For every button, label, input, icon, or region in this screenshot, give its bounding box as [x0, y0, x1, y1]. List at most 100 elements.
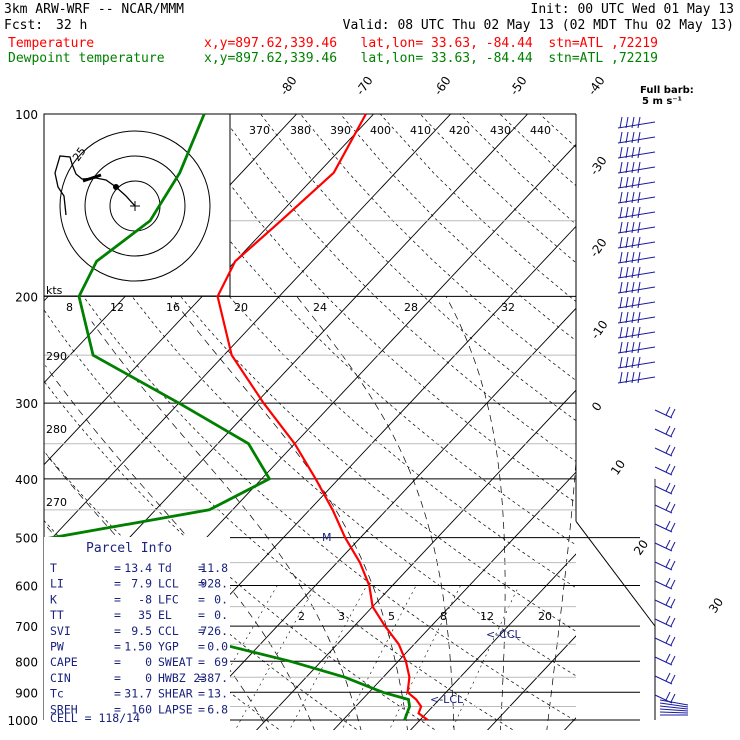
parcel-l2: HWBZ [158, 671, 186, 685]
parcel-v1: 160 [131, 702, 152, 716]
parcel-cell: CELL = 118/14 [50, 711, 140, 725]
parcel-l2: Td [158, 561, 172, 575]
wind-barb [654, 558, 676, 571]
init-time: Init: 00 UTC Wed 01 May 13 [530, 2, 735, 17]
parcel-v2: 726. [200, 624, 228, 638]
parcel-l2: CCL [158, 624, 179, 638]
parcel-equals: = [114, 702, 121, 716]
theta-label: 270 [46, 496, 67, 509]
pressure-label: 600 [15, 580, 38, 594]
isotherm-label: -40 [585, 74, 608, 98]
parcel-equals: = [114, 640, 121, 654]
dry-adiabat-line [100, 114, 576, 589]
mixing-ratio-top-label: 24 [313, 301, 327, 314]
wind-barb [654, 539, 676, 552]
hodograph: 25 kts [43, 113, 231, 297]
theta-label: 370 [249, 124, 270, 137]
wind-barb [617, 146, 656, 159]
mixing-ratio-line [289, 585, 367, 730]
parcel-l1: CIN [50, 671, 71, 685]
isotherm-label: 0 [589, 399, 605, 413]
parcel-v1: 35 [138, 608, 152, 622]
parcel-v1: 0 [145, 655, 152, 669]
parcel-v1: 0 [145, 671, 152, 685]
moist-adiabat-line [445, 296, 506, 730]
parcel-info-panel: Parcel Info T = 13.4 Td =11.8LI = 7.9 LCL =928.K… [44, 537, 230, 730]
parcel-equals: = [114, 671, 121, 685]
parcel-equals: = [114, 687, 121, 701]
wind-barb [617, 251, 656, 264]
theta-label: 380 [290, 124, 311, 137]
moist-adiabat-line [546, 456, 576, 730]
dry-adiabat-line [300, 114, 576, 381]
wind-barb [654, 463, 676, 476]
mixing-ratio-bottom-label: 20 [538, 610, 552, 623]
dry-adiabat-line [44, 450, 359, 730]
dry-adiabat-line [539, 114, 576, 148]
mixing-ratio-bottom-label: 8 [440, 610, 447, 623]
wind-barb [654, 615, 676, 628]
parcel-v2: 2387. [193, 671, 228, 685]
wind-barb [654, 577, 676, 590]
parcel-v2: 0.0 [207, 640, 228, 654]
wind-barb [654, 653, 676, 666]
ccl-marker: <-CCL [486, 628, 522, 641]
parcel-l1: T [50, 561, 57, 575]
theta-label: 410 [410, 124, 431, 137]
wind-barb [654, 482, 676, 495]
wind-barb [617, 221, 656, 234]
parcel-l2: YGP [158, 640, 179, 654]
theta-label: 430 [490, 124, 511, 137]
valid-time: Valid: 08 UTC Thu 02 May 13 (02 MDT Thu … [342, 18, 734, 33]
isotherm-label: -20 [587, 236, 610, 260]
wind-note-line1: Full barb: [640, 85, 694, 96]
parcel-equals: = [198, 687, 205, 701]
parcel-v1: 9.5 [131, 624, 152, 638]
wind-barb [617, 326, 656, 339]
isotherm-label: -70 [353, 74, 376, 98]
dry-adiabat-line [340, 114, 576, 342]
pressure-label: 500 [15, 532, 38, 546]
forecast-hour: 32 h [56, 18, 88, 33]
isotherm-label: 10 [608, 457, 628, 478]
parcel-v2: 928. [200, 577, 228, 591]
parcel-equals: = [198, 671, 205, 685]
pressure-axis: 100 200 300 400 500 600 700 800 900 1000 [7, 108, 38, 728]
pressure-label: 100 [15, 108, 38, 122]
isotherm-line [255, 389, 576, 730]
dry-adiabat-line [220, 114, 576, 462]
moist-adiabat-line [170, 296, 408, 730]
mixing-ratio-line [234, 585, 317, 730]
wind-barb [617, 356, 656, 369]
dry-adiabat-line [620, 114, 740, 733]
isotherm-label: -50 [507, 74, 530, 98]
pressure-label: 900 [15, 686, 38, 700]
parcel-equals: = [114, 608, 121, 622]
wind-barb [654, 425, 676, 438]
isotherm-label: -80 [277, 74, 300, 98]
parcel-equals: = [198, 640, 205, 654]
moist-adiabat-line [44, 451, 269, 730]
wind-barb-cluster [659, 699, 689, 716]
parcel-v1: 31.7 [124, 687, 152, 701]
right-axis-slant [575, 520, 656, 627]
mixing-ratio-line [389, 585, 461, 730]
parcel-l2: SWEAT [158, 655, 193, 669]
wind-barb [617, 311, 656, 324]
pressure-label: 700 [15, 620, 38, 634]
pressure-label: 300 [15, 397, 38, 411]
isotherm-line [409, 553, 576, 730]
parcel-l2: SHEAR [158, 687, 193, 701]
wind-note-line2: 5 m s⁻¹ [642, 96, 682, 107]
wind-barb [617, 236, 656, 249]
mixing-ratio-top-label: 32 [501, 301, 515, 314]
model-title: 3km ARW-WRF -- NCAR/MMM [4, 2, 185, 17]
isotherm-line [563, 717, 576, 730]
isotherm-label: -10 [588, 318, 611, 342]
isotherm-line [639, 114, 740, 733]
parcel-l2: LAPSE [158, 702, 193, 716]
wind-barb [654, 444, 676, 457]
isotherm-line [486, 635, 576, 730]
wind-barb [617, 371, 656, 384]
parcel-l2: EL [158, 608, 172, 622]
